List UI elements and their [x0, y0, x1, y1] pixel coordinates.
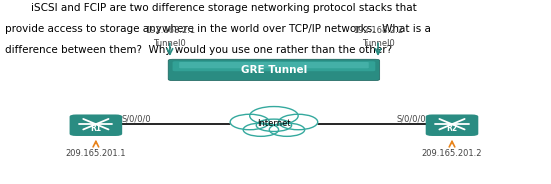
FancyBboxPatch shape	[69, 114, 122, 136]
Text: S/0/0/0: S/0/0/0	[397, 114, 426, 123]
Text: 192.168.2.2: 192.168.2.2	[353, 26, 403, 35]
Ellipse shape	[269, 123, 305, 136]
FancyBboxPatch shape	[168, 59, 380, 81]
Text: 192.168.2.1: 192.168.2.1	[145, 26, 195, 35]
Ellipse shape	[230, 114, 269, 130]
Text: S/0/0/0: S/0/0/0	[122, 114, 152, 123]
Text: Tunnel0: Tunnel0	[361, 39, 395, 48]
Text: Internet: Internet	[257, 119, 291, 128]
Ellipse shape	[256, 119, 291, 132]
Text: R1: R1	[90, 124, 101, 133]
Ellipse shape	[279, 114, 318, 130]
Text: GRE Tunnel: GRE Tunnel	[241, 65, 307, 75]
Text: iSCSI and FCIP are two difference storage networking protocol stacks that: iSCSI and FCIP are two difference storag…	[6, 3, 417, 13]
Text: 209.165.201.1: 209.165.201.1	[66, 149, 126, 158]
Ellipse shape	[243, 123, 279, 136]
Text: provide access to storage anywhere in the world over TCP/IP networks.  What is a: provide access to storage anywhere in th…	[6, 24, 431, 34]
Text: R2: R2	[446, 124, 457, 133]
FancyBboxPatch shape	[179, 62, 369, 68]
Text: 209.165.201.2: 209.165.201.2	[422, 149, 482, 158]
FancyBboxPatch shape	[426, 114, 478, 136]
Ellipse shape	[250, 107, 298, 125]
Text: Tunnel0: Tunnel0	[154, 39, 186, 48]
FancyBboxPatch shape	[172, 61, 375, 71]
Text: difference between them?  Why would you use one rather than the other?: difference between them? Why would you u…	[6, 45, 393, 55]
